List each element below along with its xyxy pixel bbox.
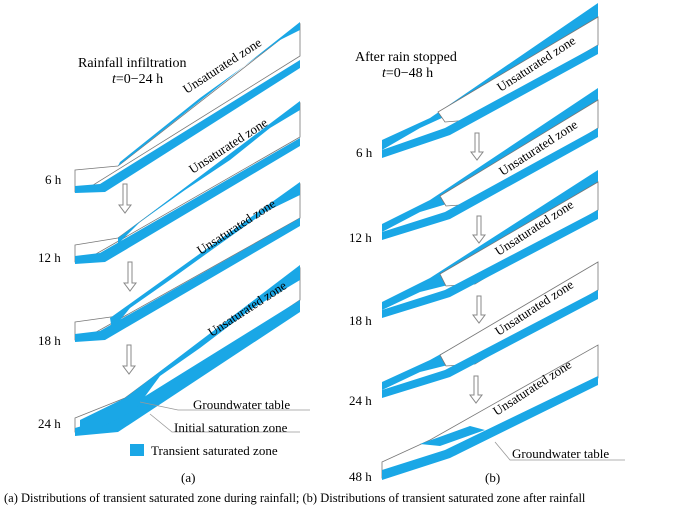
time-label-a-24h: 24 h [38,416,61,431]
time-label-b-6h: 6 h [356,145,373,160]
callout-initial-saturation: Initial saturation zone [174,420,288,435]
panel-b-time-value: =0−48 h [385,66,434,81]
panel-a-callout-lines [139,401,310,433]
slope-a-18h [74,265,301,436]
panel-a-time-range: t=0−24 h [112,72,163,88]
panel-b-slopes [381,3,599,480]
time-label-a-6h: 6 h [45,172,62,187]
panel-b-title: After rain stopped [355,50,457,65]
panel-a-arrows [118,183,137,375]
slope-a-6h [74,101,301,264]
slope-b-24h [381,344,599,480]
slope-a-12h [74,182,301,342]
time-label-a-18h: 18 h [38,333,61,348]
figure-caption: (a) Distributions of transient saturated… [4,491,586,505]
panel-b-callout-line [494,441,625,461]
panel-b-time-range: t=0−48 h [382,66,433,82]
sub-label-b: (b) [485,470,501,485]
time-label-b-18h: 18 h [349,313,372,328]
slope-b-6h [382,88,599,240]
callout-groundwater-a: Groundwater table [193,397,291,412]
time-label-b-24h: 24 h [349,393,372,408]
panel-a-time-var: t [112,72,116,87]
legend-label: Transient saturated zone [151,443,278,458]
slope-b-0h [382,3,599,158]
panel-a-title: Rainfall infiltration [78,56,187,71]
time-label-a-12h: 12 h [38,250,61,265]
time-label-b-12h: 12 h [349,230,372,245]
time-label-b-48h: 48 h [349,469,372,484]
panel-a-slopes [74,22,301,436]
callout-groundwater-b: Groundwater table [512,446,610,461]
panel-b-time-var: t [382,66,386,81]
slope-a-0h [74,22,301,193]
slope-b-12h [382,170,599,318]
slope-b-18h [382,261,599,398]
sub-label-a: (a) [181,470,196,485]
legend-swatch [130,444,144,456]
panel-b-arrows [469,132,486,404]
panel-a-time-value: =0−24 h [115,72,164,87]
